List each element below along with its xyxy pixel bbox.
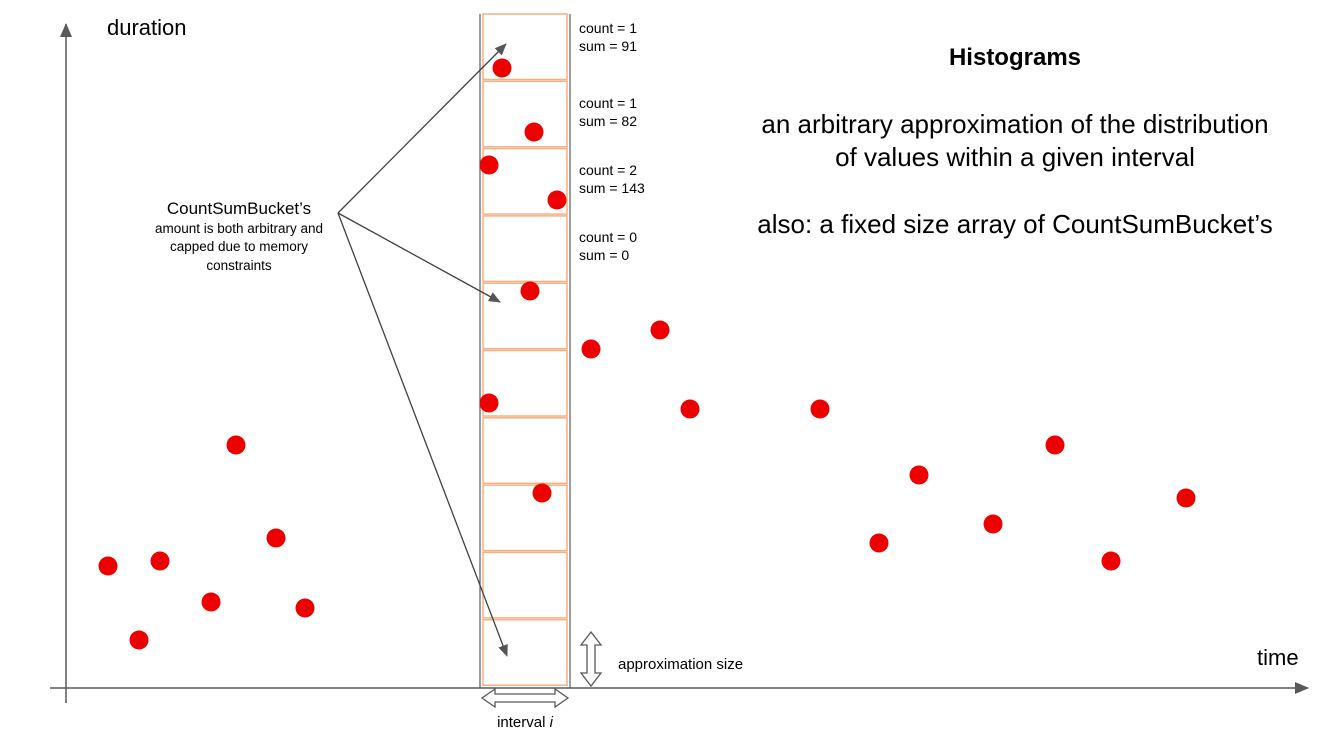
description-line-1: an arbitrary approximation of the distri… — [761, 109, 1268, 139]
data-point — [547, 190, 567, 210]
bucket-cell — [482, 215, 568, 283]
data-point — [650, 320, 670, 340]
data-point — [98, 556, 118, 576]
approximation-size-arrow — [579, 630, 603, 688]
data-point — [532, 483, 552, 503]
bucket-1-count: count = 1 — [579, 20, 637, 36]
data-point — [201, 592, 221, 612]
bucket-cell — [482, 618, 568, 686]
data-point — [983, 514, 1003, 534]
bucket-labels: count = 1 sum = 91 count = 1 sum = 82 co… — [579, 20, 645, 263]
bucket-2-count: count = 1 — [579, 95, 637, 111]
interval-label-text: interval — [497, 714, 545, 731]
data-point — [226, 435, 246, 455]
data-point — [524, 122, 544, 142]
data-point — [810, 399, 830, 419]
data-point — [869, 533, 889, 553]
data-point — [479, 393, 499, 413]
data-point — [295, 598, 315, 618]
data-point — [680, 399, 700, 419]
description-line-3: also: a fixed size array of CountSumBuck… — [757, 209, 1272, 239]
bucket-cell — [482, 551, 568, 619]
annotation-line-2: capped due to memory — [170, 239, 308, 254]
data-point — [266, 528, 286, 548]
annotation-line-3: constraints — [206, 258, 272, 273]
annotation-title: CountSumBucket’s — [167, 199, 311, 218]
bucket-4-count: count = 0 — [579, 229, 637, 245]
data-point — [479, 155, 499, 175]
data-points — [98, 58, 1196, 650]
bucket-cell — [482, 80, 568, 148]
bucket-cell — [482, 484, 568, 552]
arrow-to-bottom-bucket — [337, 212, 508, 657]
data-point — [520, 281, 540, 301]
annotation-line-1: amount is both arbitrary and — [155, 221, 323, 236]
data-point — [150, 551, 170, 571]
data-point — [581, 339, 601, 359]
arrow-to-middle-bucket — [337, 212, 501, 303]
data-point — [1101, 551, 1121, 571]
description-line-2: of values within a given interval — [835, 142, 1195, 172]
interval-variable: i — [550, 714, 554, 731]
x-axis-label: time — [1257, 645, 1299, 670]
bucket-4-sum: sum = 0 — [579, 247, 629, 263]
interval-width-arrow — [480, 687, 570, 709]
data-point — [492, 58, 512, 78]
bucket-3-count: count = 2 — [579, 162, 637, 178]
bucket-3-sum: sum = 143 — [579, 180, 645, 196]
data-point — [909, 465, 929, 485]
y-axis-label: duration — [107, 15, 187, 40]
bucket-2-sum: sum = 82 — [579, 113, 637, 129]
arrow-to-top-bucket — [337, 43, 507, 214]
approximation-size-label: approximation size — [618, 656, 743, 673]
annotation-arrows — [337, 43, 508, 657]
diagram-title: Histograms — [949, 44, 1081, 71]
bucket-cell — [482, 417, 568, 485]
data-point — [1045, 435, 1065, 455]
data-point — [129, 630, 149, 650]
interval-label: interval i — [497, 714, 554, 731]
bucket-cells — [482, 13, 568, 686]
data-point — [1176, 488, 1196, 508]
bucket-1-sum: sum = 91 — [579, 38, 637, 54]
